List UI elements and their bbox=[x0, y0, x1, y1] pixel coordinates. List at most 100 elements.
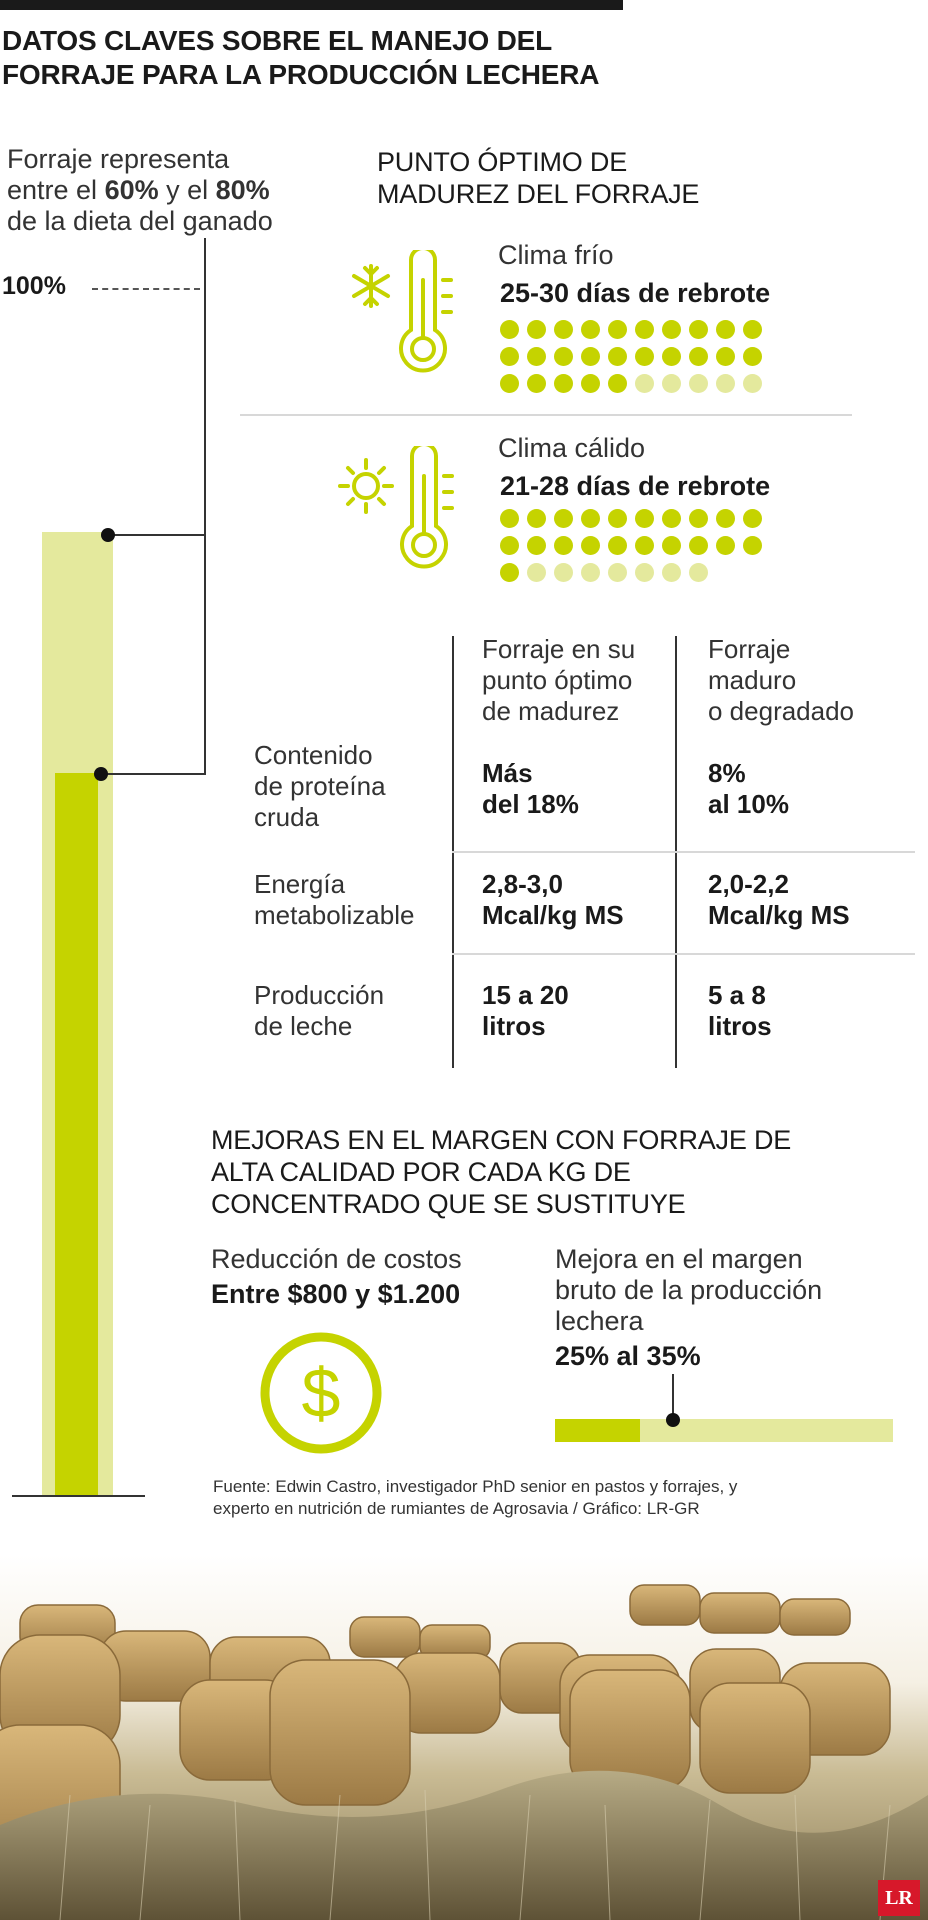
day-dot-filled bbox=[743, 536, 762, 555]
row-energy-label: Energía metabolizable bbox=[254, 869, 415, 930]
day-dot-filled bbox=[500, 374, 519, 393]
table-row-divider-1 bbox=[452, 851, 915, 853]
day-dot-filled bbox=[500, 509, 519, 528]
cold-days-dots bbox=[500, 320, 762, 393]
day-dot-filled bbox=[608, 347, 627, 366]
day-dot-filled bbox=[716, 536, 735, 555]
day-dot-range bbox=[743, 374, 762, 393]
day-dot-filled bbox=[500, 536, 519, 555]
source-note: Fuente: Edwin Castro, investigador PhD s… bbox=[213, 1477, 738, 1518]
day-dot-filled bbox=[716, 509, 735, 528]
day-dot-filled bbox=[527, 374, 546, 393]
day-dot-filled bbox=[500, 320, 519, 339]
svg-text:$: $ bbox=[302, 1354, 341, 1432]
day-dot-filled bbox=[500, 347, 519, 366]
day-dot-filled bbox=[662, 509, 681, 528]
leader-line-60 bbox=[101, 773, 206, 775]
day-dot-filled bbox=[527, 347, 546, 366]
day-dot-range bbox=[689, 374, 708, 393]
day-dot-filled bbox=[689, 347, 708, 366]
gross-margin-dot bbox=[666, 1413, 680, 1427]
day-dot-filled bbox=[581, 536, 600, 555]
day-dot-filled bbox=[662, 320, 681, 339]
hay-bales-photo bbox=[0, 1555, 928, 1920]
day-dot-range bbox=[635, 563, 654, 582]
day-dot-range bbox=[689, 563, 708, 582]
row-milk-optimal: 15 a 20 litros bbox=[482, 980, 569, 1041]
day-dot-filled bbox=[743, 347, 762, 366]
margin-title: MEJORAS EN EL MARGEN CON FORRAJE DE ALTA … bbox=[211, 1125, 792, 1219]
day-dot-filled bbox=[635, 320, 654, 339]
cost-reduction-value: Entre $800 y $1.200 bbox=[211, 1279, 461, 1309]
warm-climate-value: 21-28 días de rebrote bbox=[500, 471, 771, 501]
hundred-percent-label: 100% bbox=[2, 272, 66, 300]
row-energy-optimal: 2,8-3,0 Mcal/kg MS bbox=[482, 869, 624, 930]
row-protein-optimal: Más del 18% bbox=[482, 758, 579, 819]
day-dot-range bbox=[608, 563, 627, 582]
day-dot-range bbox=[716, 374, 735, 393]
day-dot-filled bbox=[689, 320, 708, 339]
table-header-mature: Forraje maduro o degradado bbox=[708, 634, 855, 726]
dollar-coin-icon: $ bbox=[260, 1332, 382, 1454]
day-dot-filled bbox=[608, 374, 627, 393]
day-dot-filled bbox=[662, 536, 681, 555]
marker-60-dot bbox=[94, 767, 108, 781]
diet-share-text: Forraje representa entre el 60% y el 80%… bbox=[7, 144, 273, 236]
day-dot-range bbox=[635, 374, 654, 393]
day-dot-filled bbox=[689, 536, 708, 555]
day-dot-range bbox=[581, 563, 600, 582]
day-dot-filled bbox=[608, 536, 627, 555]
day-dot-filled bbox=[662, 347, 681, 366]
row-protein-mature: 8% al 10% bbox=[708, 758, 789, 819]
day-dot-filled bbox=[527, 536, 546, 555]
day-dot-filled bbox=[581, 374, 600, 393]
day-dot-filled bbox=[635, 509, 654, 528]
day-dot-filled bbox=[743, 509, 762, 528]
day-dot-filled bbox=[500, 563, 519, 582]
day-dot-range bbox=[662, 563, 681, 582]
day-dot-filled bbox=[743, 320, 762, 339]
day-dot-filled bbox=[635, 536, 654, 555]
day-dot-range bbox=[527, 563, 546, 582]
gross-margin-leader bbox=[672, 1374, 674, 1421]
warm-climate-label: Clima cálido bbox=[498, 433, 646, 463]
day-dot-filled bbox=[608, 320, 627, 339]
leader-line-vertical-lower bbox=[204, 535, 206, 775]
day-dot-filled bbox=[716, 320, 735, 339]
day-dot-filled bbox=[554, 509, 573, 528]
sun-thermometer-icon bbox=[338, 446, 454, 569]
table-header-optimal: Forraje en su punto óptimo de madurez bbox=[482, 634, 636, 726]
day-dot-filled bbox=[716, 347, 735, 366]
row-energy-mature: 2,0-2,2 Mcal/kg MS bbox=[708, 869, 850, 930]
day-dot-filled bbox=[527, 320, 546, 339]
cost-reduction-label: Reducción de costos bbox=[211, 1244, 462, 1274]
lr-logo: LR bbox=[878, 1880, 920, 1916]
diet-bar-min bbox=[55, 773, 98, 1496]
day-dot-range bbox=[554, 563, 573, 582]
top-rule bbox=[0, 0, 623, 10]
gross-margin-bar-fill bbox=[555, 1419, 640, 1442]
diet-bar-baseline bbox=[12, 1495, 145, 1497]
marker-80-dot bbox=[101, 528, 115, 542]
day-dot-filled bbox=[554, 536, 573, 555]
table-row-divider-2 bbox=[452, 953, 915, 955]
title-line-1: DATOS CLAVES SOBRE EL MANEJO DEL bbox=[2, 25, 553, 56]
title-line-2: FORRAJE PARA LA PRODUCCIÓN LECHERA bbox=[2, 59, 600, 90]
cold-climate-label: Clima frío bbox=[498, 240, 614, 270]
warm-days-dots bbox=[500, 509, 762, 582]
page-title: DATOS CLAVES SOBRE EL MANEJO DEL FORRAJE… bbox=[2, 24, 702, 92]
climate-divider bbox=[240, 414, 852, 416]
leader-line-80 bbox=[107, 534, 206, 536]
day-dot-filled bbox=[527, 509, 546, 528]
gross-margin-value: 25% al 35% bbox=[555, 1341, 701, 1371]
day-dot-filled bbox=[554, 374, 573, 393]
row-protein-label: Contenido de proteína cruda bbox=[254, 740, 386, 832]
row-milk-mature: 5 a 8 litros bbox=[708, 980, 772, 1041]
day-dot-range bbox=[662, 374, 681, 393]
hundred-percent-dash bbox=[92, 288, 200, 290]
day-dot-filled bbox=[635, 347, 654, 366]
day-dot-filled bbox=[689, 509, 708, 528]
snowflake-thermometer-icon bbox=[352, 250, 453, 373]
day-dot-filled bbox=[581, 347, 600, 366]
cold-climate-value: 25-30 días de rebrote bbox=[500, 278, 771, 308]
